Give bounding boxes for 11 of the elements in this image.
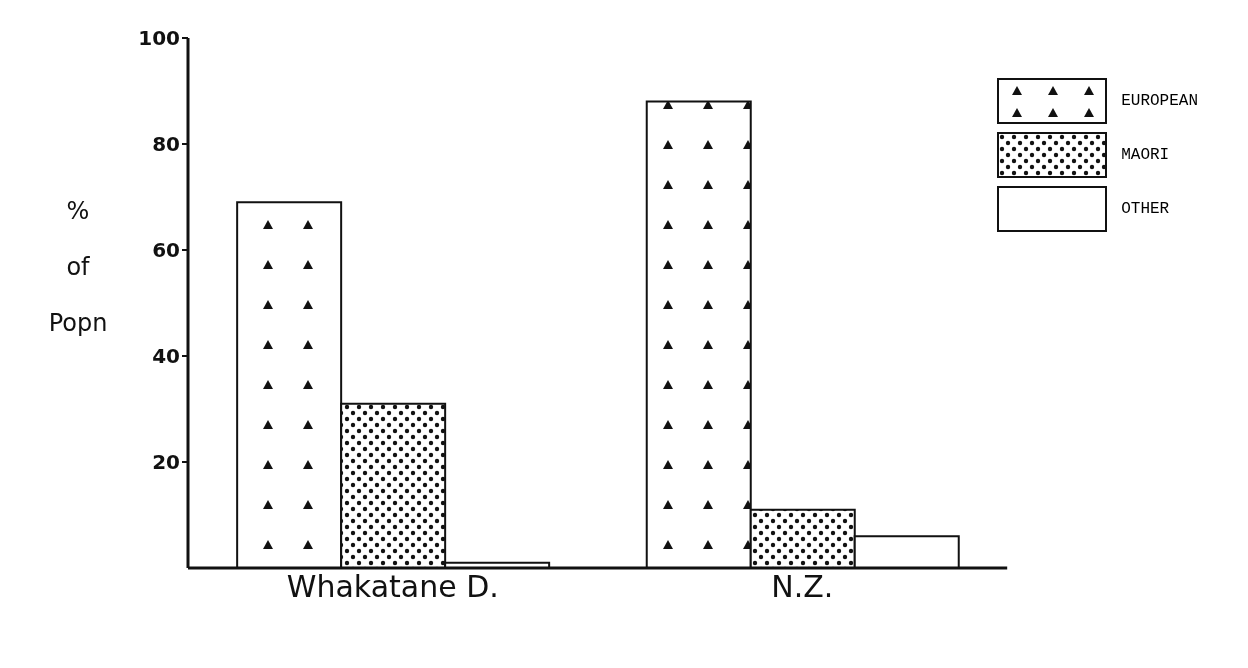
y-tick-label: 40 — [152, 344, 180, 369]
text: OTHER — [1121, 200, 1170, 218]
text: MAORI — [1121, 146, 1170, 164]
y-tick-label: 100 — [138, 26, 180, 51]
y-tick-label: 60 — [152, 238, 180, 263]
x-tick-label: Whakatane D. — [286, 569, 499, 605]
y-tick-label: 80 — [152, 132, 180, 157]
x-tick-label: N.Z. — [771, 569, 834, 605]
text: EUROPEAN — [1121, 92, 1198, 110]
y-tick-label: 20 — [152, 450, 180, 475]
y-axis-title: % of Popn — [48, 197, 108, 337]
